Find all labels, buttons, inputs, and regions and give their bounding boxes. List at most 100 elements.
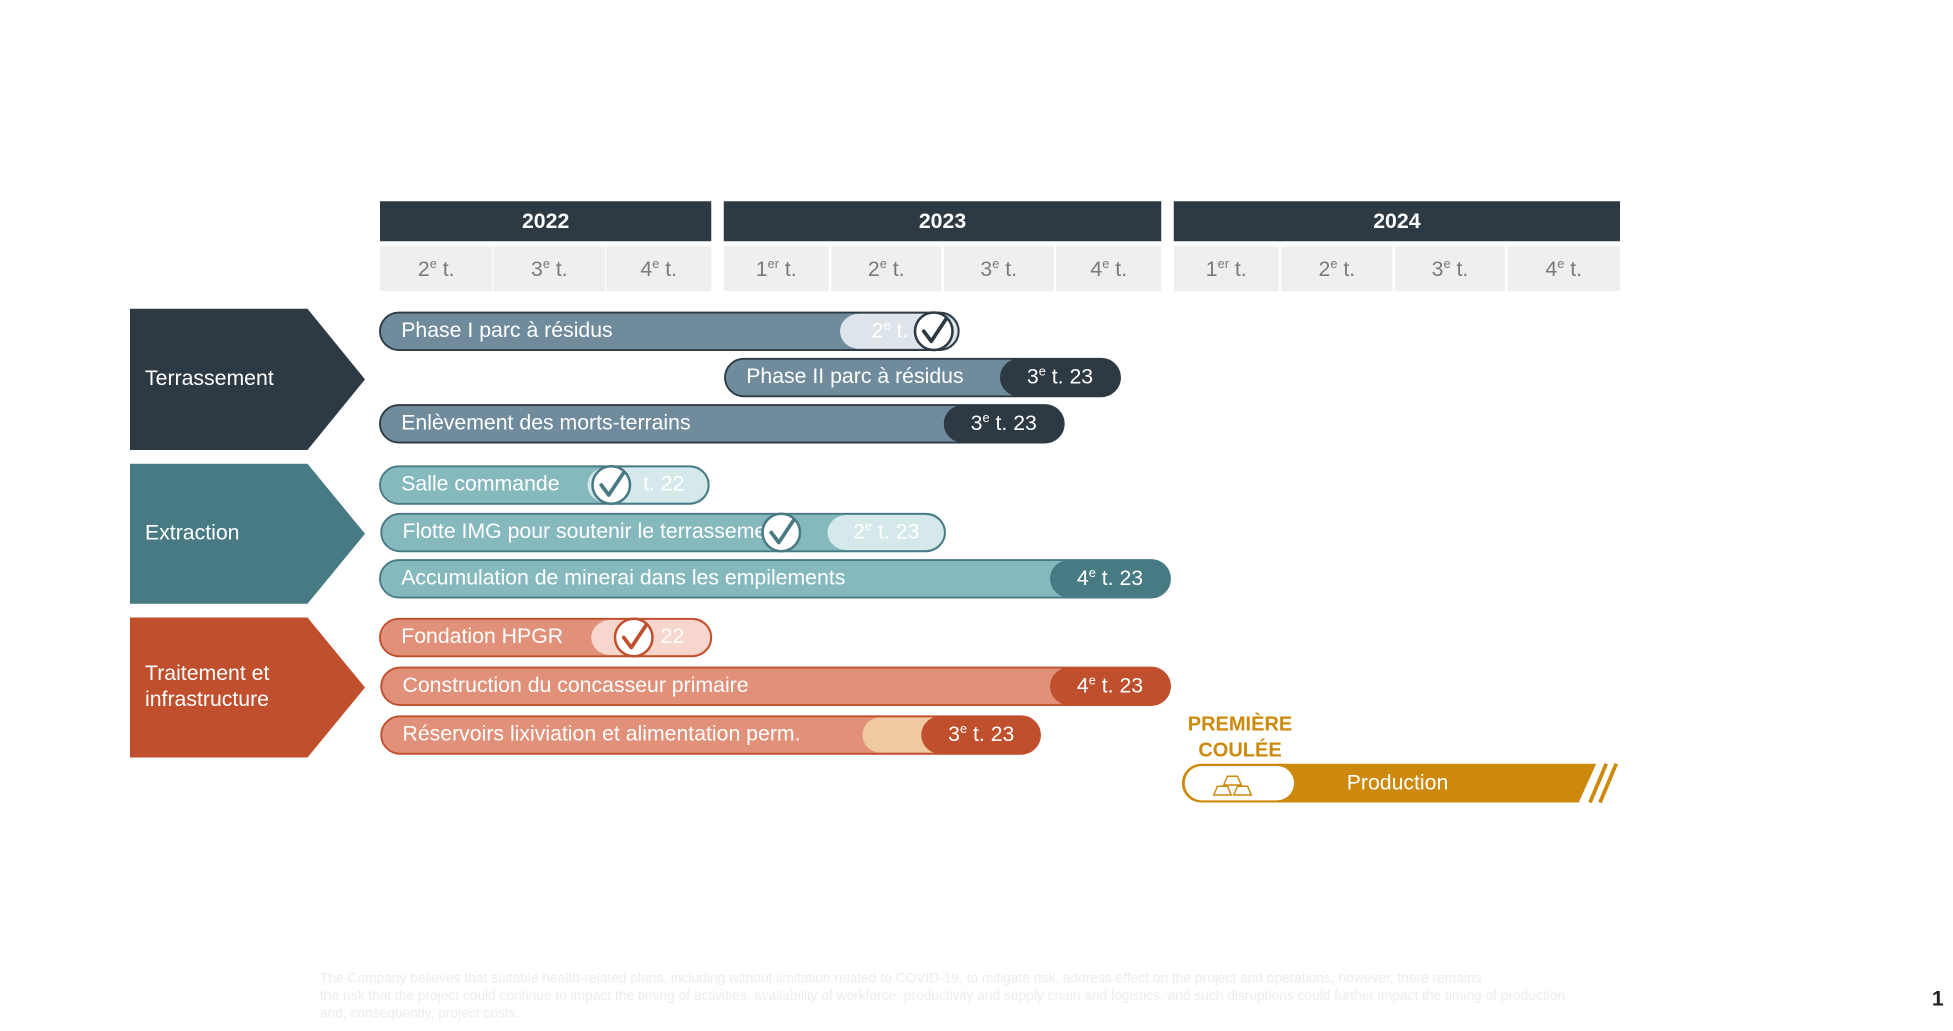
footnote: the risk that the project could continue…	[320, 988, 1565, 1003]
task-end-label-num: 3	[948, 722, 960, 746]
quarter-label-rest: t.	[1229, 257, 1247, 281]
quarter-label-num: 4	[1090, 257, 1102, 281]
quarter-header	[380, 246, 493, 292]
production-stripe	[1588, 763, 1608, 804]
quarter-label: 1er t.	[756, 256, 797, 281]
task-end-label-sup: e	[1089, 564, 1096, 579]
quarter-label-sup: e	[1444, 256, 1451, 271]
task-end-label-rest: t. 23	[967, 722, 1014, 746]
task-end-label-rest: t. 23	[1096, 673, 1143, 697]
task-label: Construction du concasseur primaire	[403, 673, 749, 697]
task-end-label-sup: e	[1089, 672, 1096, 687]
task-end-label-num: 3	[1027, 364, 1039, 388]
milestone-label: COULÉE	[1198, 739, 1281, 762]
quarter-label-num: 2	[1319, 257, 1331, 281]
task-end-label-num: 4	[1077, 565, 1089, 589]
quarter-label-num: 2	[868, 257, 880, 281]
task-end-label: 22	[661, 624, 685, 648]
task-label: Réservoirs lixiviation et alimentation p…	[403, 722, 801, 746]
task-end-label-num: 2	[853, 519, 865, 543]
group-chevron	[130, 463, 365, 604]
check-mark	[921, 316, 949, 344]
quarter-header	[1507, 246, 1620, 292]
year-label: 2022	[522, 209, 569, 233]
task-end-label-num: 4	[1077, 673, 1089, 697]
quarter-header	[831, 246, 942, 292]
task-end	[1000, 358, 1120, 397]
task-end-label-rest: t. 23	[1046, 364, 1093, 388]
year-header	[380, 201, 712, 242]
quarter-header	[723, 246, 829, 292]
task-label: Phase I parc à résidus	[401, 318, 612, 342]
task-label: Salle commande	[401, 472, 559, 496]
task-end-label: 3e t. 23	[948, 721, 1014, 746]
quarter-label: 4e t.	[640, 256, 677, 281]
check-mark	[769, 518, 796, 545]
check-mark	[621, 623, 649, 650]
quarter-label: 4e t.	[1545, 256, 1582, 281]
task-end-label-sup: e	[865, 518, 872, 533]
task-end-label: 3e t. 23	[971, 409, 1037, 434]
task-label: Accumulation de minerai dans les empilem…	[401, 565, 845, 589]
task-end-label-rest: t.	[891, 318, 909, 342]
task-end-label: 2e t.	[872, 317, 909, 342]
quarter-label-num: 4	[1545, 257, 1557, 281]
quarter-label-sup: e	[1330, 256, 1337, 271]
quarter-label-num: 2	[418, 257, 430, 281]
gold-bar-icon	[1222, 775, 1243, 786]
year-label: 2024	[1373, 209, 1420, 233]
task-end-label: 4e t. 23	[1077, 672, 1143, 697]
quarter-label: 2e t.	[868, 256, 905, 281]
task-end-label-rest: t. 23	[1096, 565, 1143, 589]
quarter-label-num: 3	[531, 257, 543, 281]
quarter-label-rest: t.	[1451, 257, 1469, 281]
task-end	[1050, 667, 1170, 705]
quarter-label-num: 1	[1206, 257, 1218, 281]
task-end-label-num: 3	[971, 410, 983, 434]
quarter-label-sup: e	[1102, 256, 1109, 271]
task-bar	[379, 311, 960, 351]
task-end	[921, 716, 1040, 754]
quarter-label-sup: e	[1557, 256, 1564, 271]
quarter-header	[1395, 246, 1505, 292]
quarter-header	[1056, 246, 1162, 292]
production-label: Production	[1347, 770, 1449, 794]
quarter-header	[606, 246, 712, 292]
footnote: and, consequently, project costs.	[320, 1005, 519, 1020]
group-chevron	[130, 617, 365, 758]
quarter-label-sup: er	[1218, 256, 1230, 271]
quarter-label: 3e t.	[531, 256, 568, 281]
quarter-header	[493, 246, 605, 292]
check-mark	[599, 470, 626, 497]
year-header	[1173, 201, 1620, 242]
quarter-label-num: 1	[756, 257, 768, 281]
quarter-label: 1er t.	[1206, 256, 1247, 281]
quarter-header	[1173, 246, 1279, 292]
year-label: 2023	[919, 209, 966, 233]
quarter-label-rest: t.	[1337, 257, 1355, 281]
group-label: Extraction	[145, 520, 239, 544]
year-header	[723, 201, 1162, 242]
task-label: Enlèvement des morts-terrains	[401, 410, 690, 434]
quarter-label: 2e t.	[1319, 256, 1356, 281]
group-chevron	[130, 308, 365, 450]
task-end-label-rest: t. 23	[990, 410, 1037, 434]
quarter-label-num: 3	[1432, 257, 1444, 281]
task-end	[943, 405, 1064, 443]
quarter-header	[943, 246, 1054, 292]
task-end-label: 3e t. 23	[1027, 363, 1093, 388]
quarter-header	[1281, 246, 1393, 292]
production-stripe	[1598, 763, 1618, 804]
task-label: Fondation HPGR	[401, 624, 563, 648]
quarter-label-num: 4	[640, 257, 652, 281]
group-label: Traitement et	[145, 661, 269, 685]
group-label: infrastructure	[145, 687, 269, 711]
task-end-label-sup: e	[960, 721, 967, 736]
page-number: 1	[1932, 987, 1944, 1011]
quarter-label-sup: er	[768, 256, 780, 271]
task-end-label-sup: e	[982, 409, 989, 424]
quarter-label-rest: t.	[550, 257, 568, 281]
quarter-label: 2e t.	[418, 256, 455, 281]
production-start	[1182, 764, 1296, 803]
